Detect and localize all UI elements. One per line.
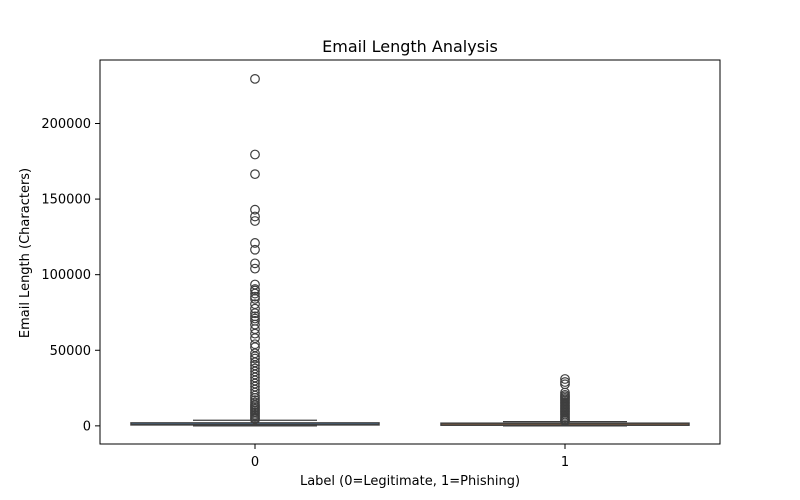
x-tick-label: 1 [561, 455, 569, 470]
outlier-point [560, 374, 570, 384]
outlier-point [250, 387, 260, 398]
outlier-point [250, 303, 260, 314]
chart-title: Email Length Analysis [322, 37, 498, 56]
outlier-point [250, 328, 260, 339]
outlier-point [560, 416, 570, 426]
y-tick-label: 150000 [41, 193, 91, 208]
outlier-point [250, 293, 260, 304]
outlier-point [250, 414, 260, 425]
outlier-point [250, 204, 260, 215]
plot-area [99, 59, 721, 445]
x-tick-label: 0 [251, 455, 259, 470]
outlier-point [250, 263, 260, 274]
outlier-point [250, 216, 260, 226]
outlier-point [250, 73, 260, 84]
outlier-point [250, 308, 260, 319]
box-series-1 [440, 374, 690, 427]
outlier-point [250, 238, 260, 248]
outlier-point [250, 244, 260, 255]
box-group [130, 73, 690, 427]
y-tick-label: 50000 [50, 344, 91, 359]
y-axis-label: Email Length (Characters) [18, 168, 33, 338]
x-axis-label: Label (0=Legitimate, 1=Phishing) [300, 474, 520, 489]
y-tick-label: 100000 [41, 268, 91, 283]
outlier-point [250, 211, 260, 222]
outlier-point [250, 353, 260, 364]
y-tick-label: 200000 [41, 117, 91, 132]
outlier-point [250, 149, 260, 160]
box-series-0 [130, 73, 380, 427]
outlier-point [250, 169, 260, 180]
y-axis-ticks: 0 50000 100000 150000 200000 [41, 117, 100, 434]
y-tick-label: 0 [83, 419, 91, 434]
outlier-point [250, 258, 260, 269]
outlier-point [250, 288, 260, 299]
